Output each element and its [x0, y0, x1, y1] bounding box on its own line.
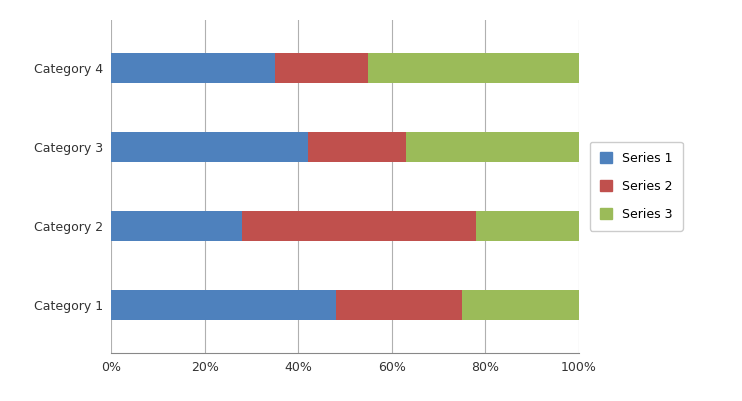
Bar: [242, 211, 476, 241]
Bar: [111, 53, 275, 83]
Bar: [308, 132, 406, 162]
Bar: [111, 132, 308, 162]
Bar: [369, 53, 579, 83]
Bar: [335, 290, 462, 320]
Bar: [476, 211, 579, 241]
Bar: [406, 132, 579, 162]
Bar: [111, 211, 242, 241]
Legend: Series 1, Series 2, Series 3: Series 1, Series 2, Series 3: [590, 142, 683, 231]
Bar: [275, 53, 369, 83]
Bar: [462, 290, 579, 320]
Bar: [111, 290, 335, 320]
